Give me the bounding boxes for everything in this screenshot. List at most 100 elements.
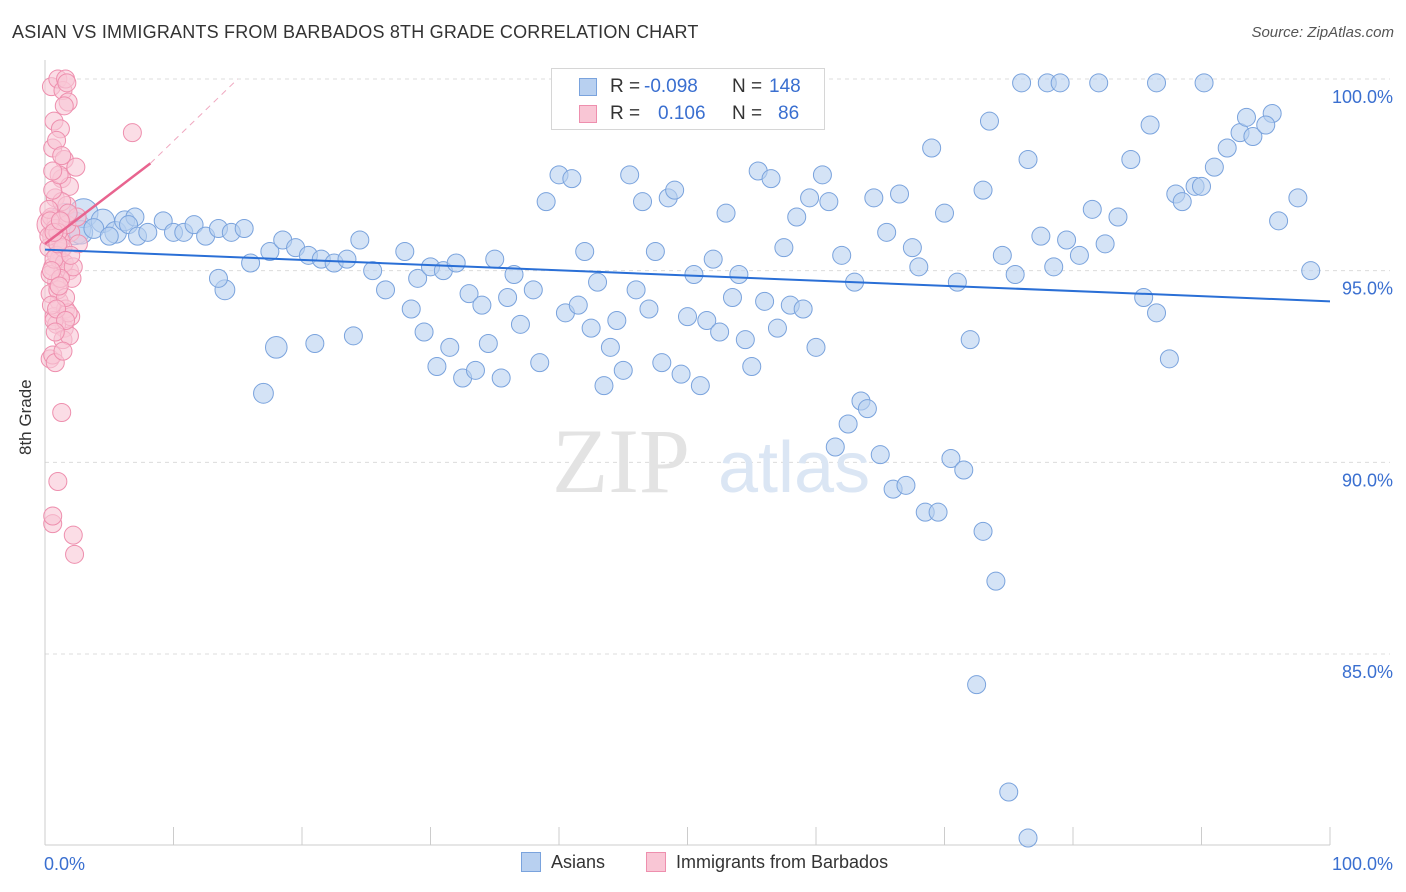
y-tick-label: 85.0%	[1342, 662, 1393, 682]
asians-point	[755, 291, 775, 311]
asians-point	[1217, 138, 1237, 158]
source-label: Source: ZipAtlas.com	[1251, 24, 1394, 41]
asians-point	[1050, 73, 1070, 93]
watermark-zip: ZIP	[552, 410, 690, 512]
asians-point	[922, 138, 942, 158]
asians-point	[665, 180, 685, 200]
asians-point	[620, 165, 640, 185]
asians-point	[973, 180, 993, 200]
asians-point	[774, 238, 794, 258]
asians-point	[652, 353, 672, 373]
asians-point	[1204, 157, 1224, 177]
asians-point	[510, 314, 530, 334]
asians-point	[761, 169, 781, 189]
asians-point	[1089, 73, 1109, 93]
legend-asians[interactable]: Asians	[521, 852, 605, 873]
asians-point	[909, 257, 929, 277]
stats-n-label: N =	[732, 103, 763, 124]
asians-point	[530, 353, 550, 373]
asians-point	[697, 311, 717, 330]
asians-point	[1069, 245, 1089, 265]
tick-labels: 100.0% 95.0% 90.0% 85.0% 0.0% 100.0%	[44, 87, 1393, 874]
asians-point	[941, 449, 961, 468]
asians-point	[960, 330, 980, 350]
barbados-point	[66, 157, 86, 177]
asians-point	[1082, 199, 1102, 219]
asians-point	[1057, 230, 1077, 250]
stats-n-value: 86	[778, 103, 800, 124]
asians-point	[633, 192, 653, 212]
asians-point	[1172, 192, 1192, 212]
asians-point	[234, 219, 254, 238]
asians-point	[588, 272, 608, 292]
asians-point	[472, 295, 492, 315]
asians-point	[703, 249, 723, 269]
barbados-point	[63, 525, 83, 545]
asians-point	[363, 261, 383, 281]
asians-point	[947, 272, 967, 292]
asians-point	[626, 280, 646, 300]
asians-point	[485, 249, 505, 269]
y-tick-label: 100.0%	[1332, 87, 1393, 107]
asians-point	[1044, 257, 1064, 277]
asians-point	[504, 265, 524, 284]
asians-point	[478, 334, 498, 353]
asians-point	[568, 295, 588, 315]
barbados-point	[52, 146, 72, 166]
asians-point	[812, 165, 832, 185]
barbados-point	[49, 276, 69, 296]
barbados-trend-extension	[150, 78, 239, 164]
asians-point	[992, 245, 1012, 265]
asians-point	[690, 376, 710, 396]
legend-swatch-asians	[521, 852, 541, 872]
asians-point	[825, 437, 845, 457]
stats-r-value: 0.106	[658, 103, 706, 124]
asians-point	[671, 364, 691, 384]
asians-point	[729, 265, 749, 284]
barbados-point	[43, 161, 63, 181]
asians-point	[1147, 303, 1167, 323]
asians-point	[607, 311, 627, 330]
asians-point	[973, 521, 993, 541]
watermark-atlas: atlas	[718, 428, 870, 508]
asians-point	[767, 318, 787, 338]
asians-point	[710, 322, 730, 342]
asians-point	[986, 571, 1006, 591]
asians-point	[742, 357, 762, 376]
stats-n-label: N =	[732, 76, 763, 97]
asians-trend-line	[44, 248, 1331, 303]
legend-label-asians: Asians	[551, 852, 606, 872]
asians-point	[678, 307, 697, 327]
asians-point	[99, 226, 119, 246]
asians-point	[465, 360, 485, 380]
asians-point	[498, 288, 518, 307]
asians-point	[999, 782, 1019, 802]
asians-point	[639, 299, 659, 319]
barbados-point	[45, 322, 65, 342]
asians-point	[491, 368, 511, 388]
asians-point	[260, 242, 280, 261]
asians-point	[1243, 127, 1263, 146]
asians-point	[1269, 211, 1289, 231]
asians-point	[581, 318, 601, 338]
asians-point	[1256, 115, 1276, 135]
barbados-point	[57, 73, 77, 93]
asians-point	[414, 322, 434, 342]
stats-r-label: R =	[610, 103, 641, 124]
asians-point	[184, 215, 204, 235]
asians-point	[722, 288, 742, 307]
asians-point	[523, 280, 543, 300]
asians-point	[954, 460, 974, 480]
barbados-point	[48, 472, 68, 491]
asians-point	[1159, 349, 1179, 369]
asians-point	[350, 230, 370, 250]
asians-point	[1095, 234, 1115, 254]
asians-point	[337, 249, 357, 269]
asians-point	[401, 299, 421, 319]
asians-point	[735, 330, 755, 350]
asians-point	[832, 245, 852, 265]
asians-point	[265, 336, 288, 359]
asians-point	[459, 284, 479, 304]
legend-barbados[interactable]: Immigrants from Barbados	[646, 852, 888, 873]
